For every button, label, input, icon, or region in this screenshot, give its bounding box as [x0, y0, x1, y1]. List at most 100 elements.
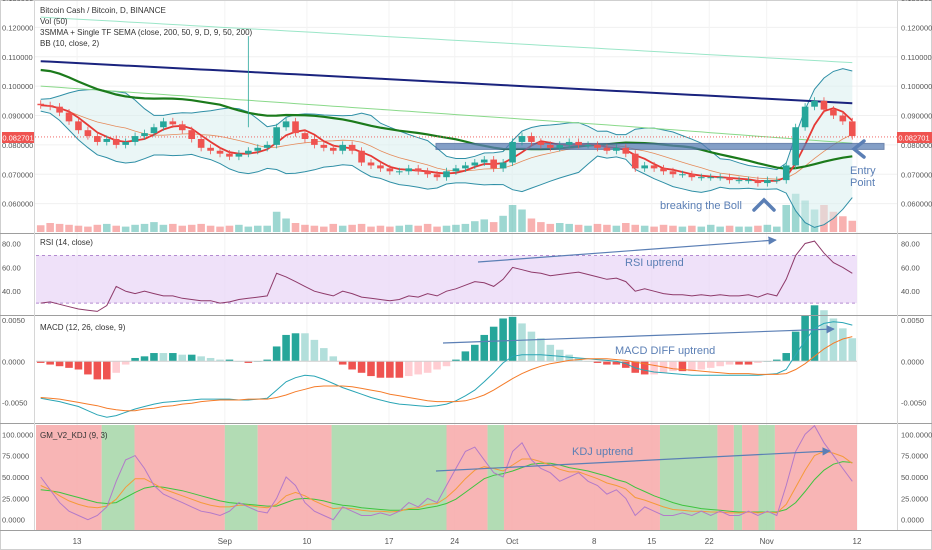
candle-body-66: [660, 168, 667, 172]
macd-histogram-bar-55: [555, 349, 564, 362]
volume-bar-5: [84, 226, 92, 232]
price-tick-left-5: 0.080000: [2, 141, 33, 150]
candle-body-16: [188, 130, 196, 139]
kdj-tick-right-2: 50.0000: [901, 473, 928, 482]
candle-body-54: [547, 144, 554, 148]
volume-bar-25: [272, 211, 281, 232]
macd-histogram-bar-47: [480, 334, 489, 362]
macd-histogram-bar-42: [433, 361, 441, 370]
candle-body-46: [471, 162, 479, 166]
candle-body-86: [848, 121, 856, 137]
macd-histogram-bar-56: [565, 354, 573, 362]
kdj-d-line: [40, 461, 853, 513]
macd-line: [40, 321, 853, 418]
candle-body-84: [830, 109, 837, 116]
sma-50-line: [40, 68, 853, 170]
macd-histogram-bar-10: [131, 357, 139, 362]
candle-body-61: [613, 147, 620, 151]
macd-histogram-bar-6: [93, 361, 102, 380]
candle-body-41: [424, 171, 431, 175]
entry-point-note-line1: Entry: [850, 165, 876, 177]
volume-bar-51: [518, 209, 526, 232]
candle-body-74: [735, 180, 743, 182]
candle-body-31: [329, 147, 337, 151]
macd-histogram-bar-70: [697, 361, 706, 370]
volume-bar-40: [414, 225, 422, 232]
candle-body-9: [122, 141, 129, 145]
candle-body-0: [37, 103, 45, 106]
candle-body-38: [396, 171, 403, 173]
x-tick-6: 8: [592, 537, 597, 546]
volume-bar-20: [225, 225, 234, 232]
volume-bar-12: [150, 222, 158, 232]
macd-histogram-bar-46: [471, 344, 479, 362]
macd-histogram-bar-71: [706, 361, 715, 368]
candle-body-43: [443, 171, 450, 178]
volume-bar-1: [46, 223, 54, 232]
macd-histogram-bar-64: [640, 361, 649, 375]
candle-body-6: [94, 136, 101, 142]
volume-bar-61: [612, 225, 621, 232]
kdj-trend-arrow: [435, 447, 831, 472]
macd-histogram-bar-40: [414, 361, 422, 375]
volume-bar-3: [65, 224, 73, 232]
macd-trend-arrow: [442, 325, 835, 344]
volume-bar-41: [423, 223, 432, 232]
volume-bar-9: [121, 226, 130, 232]
macd-histogram-bar-54: [546, 344, 555, 362]
candle-body-4: [75, 121, 82, 131]
volume-bar-14: [169, 223, 177, 232]
macd-histogram-bar-18: [206, 357, 215, 362]
macd-histogram-bar-81: [801, 315, 809, 362]
candle-body-65: [650, 165, 658, 169]
volume-bar-57: [574, 224, 583, 232]
volume-bar-45: [461, 223, 470, 232]
price-badge-right: [897, 132, 932, 143]
price-tick-right-0: 0.130000: [901, 0, 932, 3]
macd-histogram-bar-48: [489, 326, 498, 362]
volume-bar-2: [55, 223, 64, 232]
volume-bar-38: [395, 225, 404, 232]
candle-body-15: [178, 124, 186, 131]
macd-histogram-bar-13: [159, 353, 168, 362]
candle-body-49: [499, 162, 507, 169]
volume-bar-44: [452, 224, 460, 232]
candle-body-52: [528, 136, 535, 142]
macd-histogram-bar-69: [688, 361, 696, 372]
macd-histogram-bar-73: [725, 361, 734, 365]
kdj-zone-13: [758, 425, 775, 530]
kdj-zone-3: [224, 425, 258, 530]
candle-body-75: [745, 180, 752, 182]
volume-bar-4: [74, 225, 83, 232]
volume-bar-23: [253, 225, 262, 232]
x-tick-3: 17: [385, 537, 394, 546]
kdj-zone-2: [134, 425, 225, 530]
price-tick-left-0: 0.130000: [2, 0, 33, 3]
indicator-lines: [36, 240, 857, 521]
volume-bar-22: [244, 226, 253, 232]
volume-bar-28: [301, 224, 309, 232]
candle-body-18: [207, 147, 214, 151]
candle-body-85: [839, 115, 847, 122]
macd-histogram-bar-44: [452, 359, 460, 362]
candle-body-24: [263, 144, 271, 148]
volume-bar-69: [688, 225, 696, 232]
kdj-zone-4: [257, 425, 332, 530]
volume-bar-32: [338, 225, 347, 232]
macd-histogram-bar-34: [357, 361, 366, 373]
macd-histogram-bar-15: [178, 354, 187, 362]
volume-bar-11: [140, 223, 149, 232]
macd-histogram-bar-12: [150, 353, 158, 362]
candle-body-70: [697, 177, 705, 179]
kdj-zone-12: [742, 425, 759, 530]
volume-bar-29: [310, 225, 319, 232]
kdj-zone-7: [487, 425, 504, 530]
candle-body-48: [490, 159, 497, 169]
volume-bar-7: [103, 223, 111, 232]
volume-bar-15: [178, 225, 187, 232]
volume-bar-18: [206, 225, 215, 232]
macd-histogram-bar-37: [386, 361, 394, 378]
macd-histogram-bar-28: [301, 333, 309, 362]
macd-histogram-bar-32: [338, 361, 347, 365]
candle-body-12: [150, 127, 158, 134]
